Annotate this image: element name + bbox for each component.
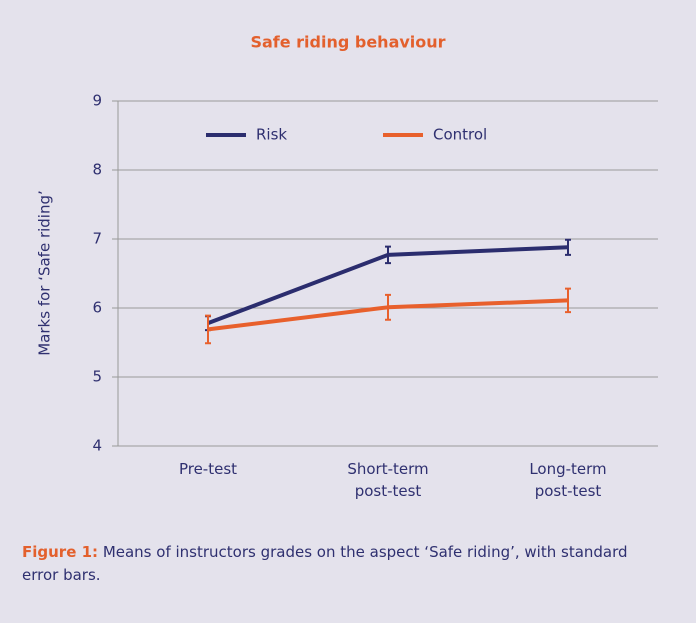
error-bar xyxy=(565,287,571,314)
error-bar xyxy=(385,293,391,321)
legend-label: Control xyxy=(433,126,487,144)
y-tick-label: 9 xyxy=(92,92,102,110)
error-bar xyxy=(385,245,391,265)
y-tick-label: 4 xyxy=(92,437,102,455)
y-tick-label: 8 xyxy=(92,161,102,179)
chart: Safe riding behaviour Marks for ‘Safe ri… xyxy=(36,33,658,455)
y-axis-label: Marks for ‘Safe riding’ xyxy=(36,190,54,356)
x-tick-label: Long-term post-test xyxy=(529,460,607,500)
y-tick-label: 7 xyxy=(92,230,102,248)
caption-label: Figure 1: xyxy=(22,543,99,561)
caption-text: Means of instructors grades on the aspec… xyxy=(22,543,628,584)
caption: Figure 1: Means of instructors grades on… xyxy=(22,541,662,587)
x-tick-label: Pre-test xyxy=(178,460,238,478)
y-tick-label: 5 xyxy=(92,368,102,386)
error-bar xyxy=(565,238,571,256)
error-bar xyxy=(205,314,211,345)
legend-label: Risk xyxy=(256,126,287,144)
x-tick-label: Short-term post-test xyxy=(347,460,429,500)
chart-title: Safe riding behaviour xyxy=(250,33,445,52)
y-tick-label: 6 xyxy=(92,299,102,317)
